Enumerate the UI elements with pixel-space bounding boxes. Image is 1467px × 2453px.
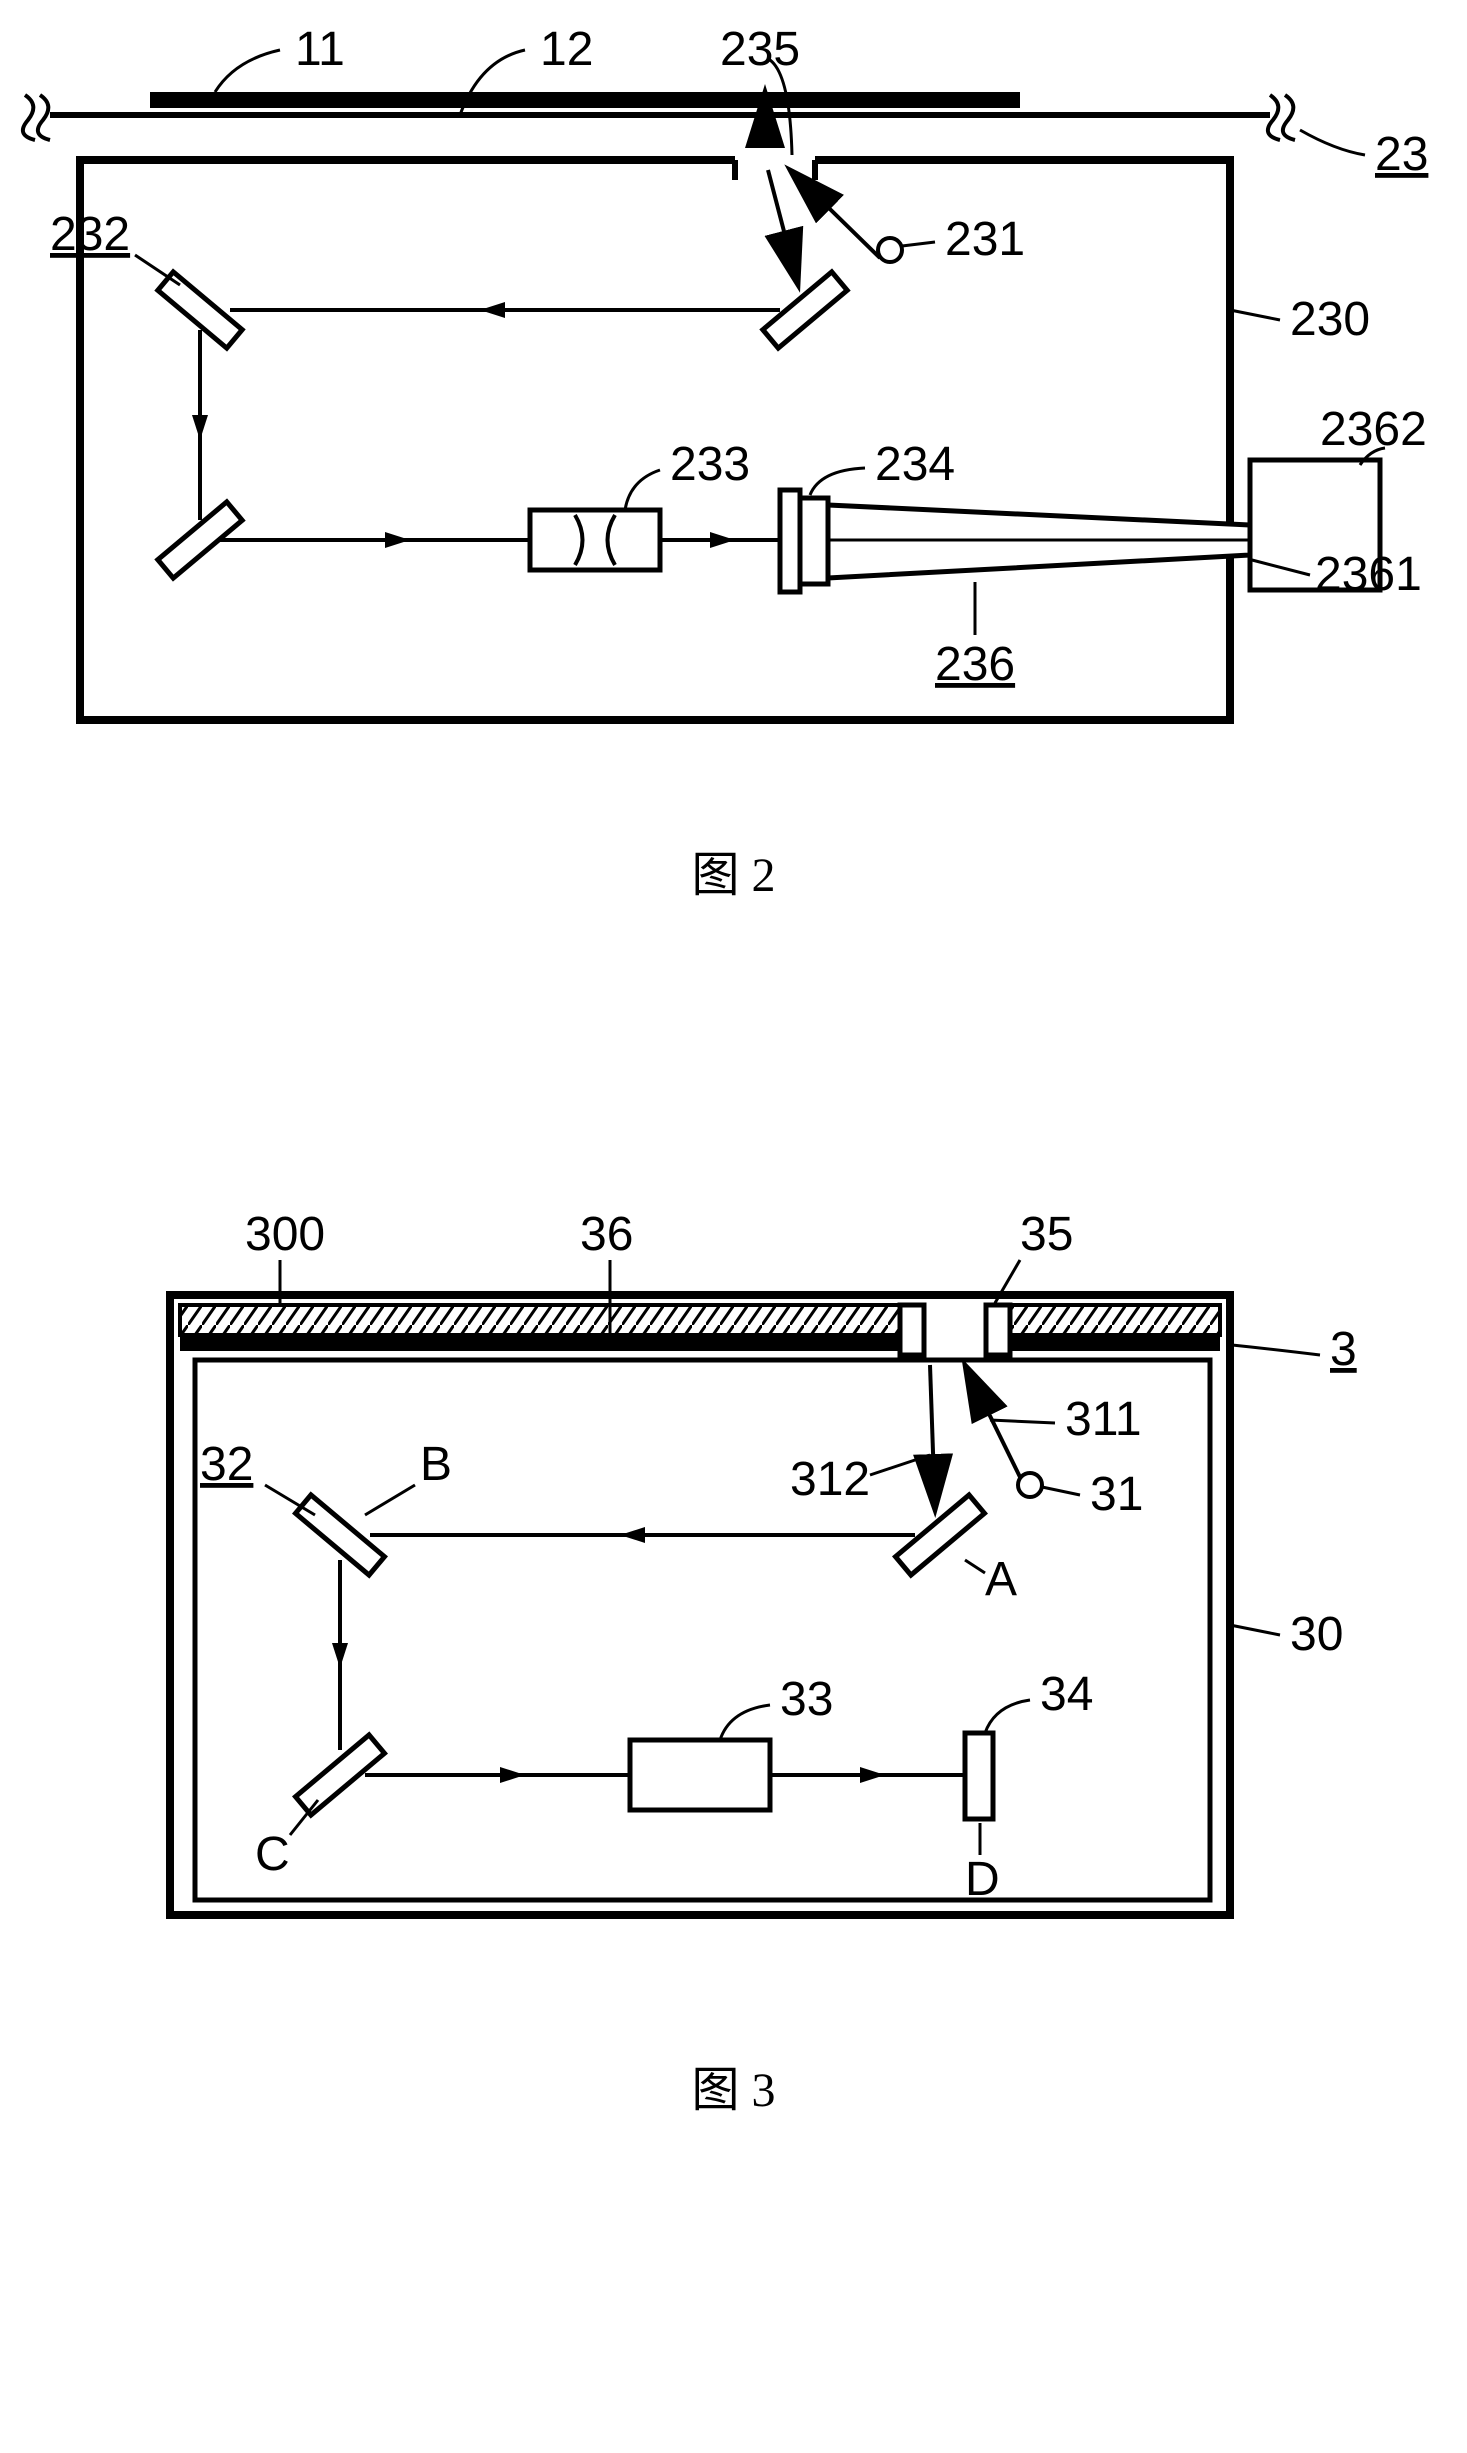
label-30: 30 bbox=[1290, 1608, 1343, 1661]
figure-2: 11 12 235 23 231 232 230 233 234 236 236… bbox=[20, 20, 1447, 905]
label-300: 300 bbox=[245, 1208, 325, 1261]
label-A: A bbox=[985, 1553, 1017, 1606]
label-236: 236 bbox=[935, 638, 1015, 691]
label-C: C bbox=[255, 1828, 290, 1881]
label-D: D bbox=[965, 1853, 1000, 1906]
label-2362: 2362 bbox=[1320, 403, 1427, 456]
label-235: 235 bbox=[720, 23, 800, 76]
label-312: 312 bbox=[790, 1453, 870, 1506]
label-31: 31 bbox=[1090, 1468, 1143, 1521]
label-232: 232 bbox=[50, 208, 130, 261]
label-2361: 2361 bbox=[1315, 548, 1422, 601]
label-11: 11 bbox=[295, 23, 345, 76]
label-23: 23 bbox=[1375, 128, 1428, 181]
label-36: 36 bbox=[580, 1208, 633, 1261]
label-34: 34 bbox=[1040, 1668, 1093, 1721]
label-12: 12 bbox=[540, 23, 593, 76]
label-33: 33 bbox=[780, 1673, 833, 1726]
label-3: 3 bbox=[1330, 1323, 1357, 1376]
label-233: 233 bbox=[670, 438, 750, 491]
figure-3-caption: 图 3 bbox=[20, 2050, 1447, 2120]
figure-2-caption: 图 2 bbox=[20, 835, 1447, 905]
figure-2-svg: 11 12 235 23 231 232 230 233 234 236 236… bbox=[20, 20, 1467, 800]
figure-3: 300 36 35 3 311 312 31 A 32 B C 33 34 D … bbox=[20, 1165, 1447, 2120]
label-32: 32 bbox=[200, 1438, 253, 1491]
label-35: 35 bbox=[1020, 1208, 1073, 1261]
figure-3-svg: 300 36 35 3 311 312 31 A 32 B C 33 34 D … bbox=[20, 1165, 1467, 2015]
label-231: 231 bbox=[945, 213, 1025, 266]
label-230: 230 bbox=[1290, 293, 1370, 346]
label-234: 234 bbox=[875, 438, 955, 491]
label-311: 311 bbox=[1065, 1393, 1142, 1446]
label-B: B bbox=[420, 1438, 452, 1491]
